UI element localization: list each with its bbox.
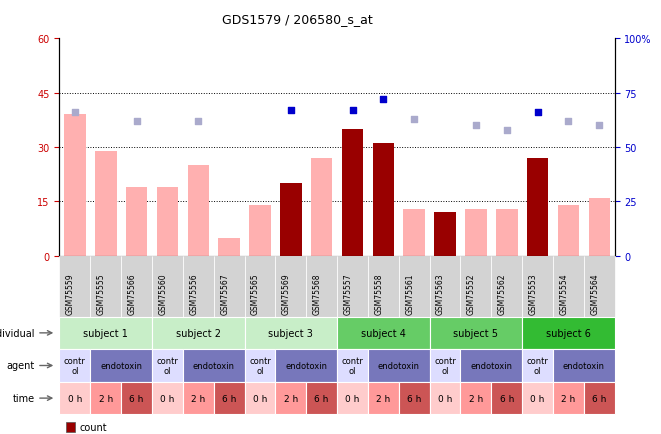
- Text: GSM75561: GSM75561: [405, 273, 414, 314]
- Bar: [588, 198, 610, 256]
- Text: count: count: [80, 422, 108, 432]
- Bar: [496, 209, 518, 256]
- Text: 6 h: 6 h: [315, 394, 329, 403]
- Text: GSM75555: GSM75555: [97, 272, 106, 314]
- Bar: [373, 144, 394, 256]
- Bar: [126, 187, 147, 256]
- Text: 2 h: 2 h: [376, 394, 391, 403]
- Text: endotoxin: endotoxin: [563, 361, 605, 370]
- Text: contr
ol: contr ol: [157, 356, 178, 375]
- Text: contr
ol: contr ol: [527, 356, 549, 375]
- Text: 2 h: 2 h: [191, 394, 206, 403]
- Text: 6 h: 6 h: [130, 394, 144, 403]
- Bar: [249, 205, 271, 256]
- Text: GSM75558: GSM75558: [374, 273, 383, 314]
- Text: contr
ol: contr ol: [342, 356, 364, 375]
- Text: GSM75554: GSM75554: [559, 272, 568, 314]
- Text: subject 2: subject 2: [176, 328, 221, 338]
- Text: GSM75563: GSM75563: [436, 272, 445, 314]
- Point: [69, 109, 80, 116]
- Text: GSM75553: GSM75553: [529, 272, 537, 314]
- Text: GDS1579 / 206580_s_at: GDS1579 / 206580_s_at: [222, 13, 373, 26]
- Text: GSM75562: GSM75562: [498, 273, 507, 314]
- Text: 2 h: 2 h: [561, 394, 576, 403]
- Text: GSM75557: GSM75557: [344, 272, 352, 314]
- Text: endotoxin: endotoxin: [100, 361, 142, 370]
- Text: contr
ol: contr ol: [64, 356, 86, 375]
- Point: [193, 118, 204, 125]
- Text: agent: agent: [7, 361, 35, 371]
- Text: GSM75568: GSM75568: [313, 273, 322, 314]
- Bar: [188, 166, 209, 256]
- Text: subject 6: subject 6: [546, 328, 591, 338]
- Point: [286, 107, 296, 114]
- Text: GSM75556: GSM75556: [189, 272, 198, 314]
- Text: subject 1: subject 1: [83, 328, 128, 338]
- Text: endotoxin: endotoxin: [193, 361, 235, 370]
- Text: 6 h: 6 h: [222, 394, 237, 403]
- Bar: [280, 184, 301, 256]
- Text: subject 4: subject 4: [361, 328, 406, 338]
- Text: GSM75560: GSM75560: [159, 272, 167, 314]
- Text: GSM75559: GSM75559: [66, 272, 75, 314]
- Text: subject 3: subject 3: [268, 328, 313, 338]
- Text: endotoxin: endotoxin: [286, 361, 327, 370]
- Point: [471, 122, 481, 129]
- Point: [532, 109, 543, 116]
- Text: 2 h: 2 h: [469, 394, 483, 403]
- Text: GSM75564: GSM75564: [590, 272, 600, 314]
- Text: 6 h: 6 h: [407, 394, 422, 403]
- Bar: [218, 238, 240, 256]
- Bar: [527, 158, 549, 256]
- Bar: [558, 205, 579, 256]
- Bar: [95, 151, 116, 256]
- Point: [409, 116, 420, 123]
- Text: endotoxin: endotoxin: [378, 361, 420, 370]
- Text: 2 h: 2 h: [284, 394, 298, 403]
- Bar: [342, 129, 364, 256]
- Text: 0 h: 0 h: [160, 394, 175, 403]
- Text: GSM75567: GSM75567: [220, 272, 229, 314]
- Text: GSM75552: GSM75552: [467, 273, 476, 314]
- Text: 0 h: 0 h: [530, 394, 545, 403]
- Text: 0 h: 0 h: [67, 394, 82, 403]
- Text: GSM75569: GSM75569: [282, 272, 291, 314]
- Text: individual: individual: [0, 328, 35, 338]
- Text: 0 h: 0 h: [438, 394, 452, 403]
- Text: subject 5: subject 5: [453, 328, 498, 338]
- Bar: [465, 209, 486, 256]
- Text: time: time: [13, 393, 35, 403]
- Text: GSM75566: GSM75566: [128, 272, 137, 314]
- Bar: [403, 209, 425, 256]
- Point: [347, 107, 358, 114]
- Text: 6 h: 6 h: [592, 394, 607, 403]
- Text: GSM75565: GSM75565: [251, 272, 260, 314]
- Text: 0 h: 0 h: [253, 394, 267, 403]
- Text: 0 h: 0 h: [345, 394, 360, 403]
- Point: [502, 127, 512, 134]
- Text: contr
ol: contr ol: [434, 356, 456, 375]
- Bar: [434, 213, 456, 256]
- Bar: [311, 158, 332, 256]
- Point: [594, 122, 605, 129]
- Bar: [157, 187, 178, 256]
- Text: endotoxin: endotoxin: [471, 361, 512, 370]
- Text: 6 h: 6 h: [500, 394, 514, 403]
- Point: [378, 96, 389, 103]
- Bar: [64, 115, 86, 256]
- Text: 2 h: 2 h: [98, 394, 113, 403]
- Point: [563, 118, 574, 125]
- Text: contr
ol: contr ol: [249, 356, 271, 375]
- Point: [132, 118, 142, 125]
